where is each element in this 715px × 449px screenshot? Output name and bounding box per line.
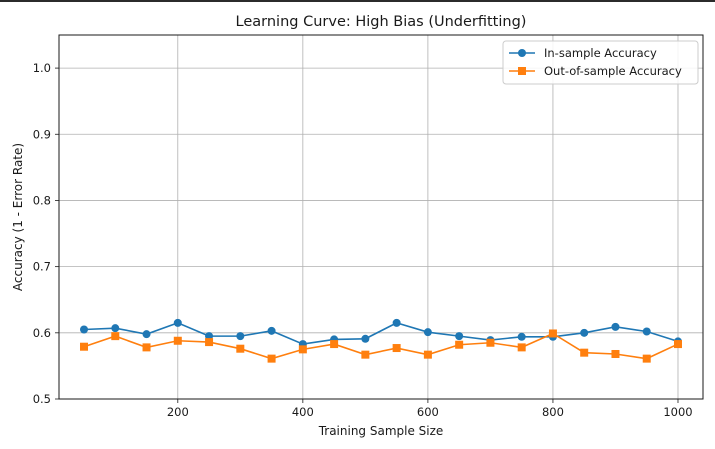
- data-point: [205, 338, 214, 347]
- x-axis-label: Training Sample Size: [318, 424, 444, 438]
- data-point: [173, 318, 182, 327]
- legend-label-out-of-sample: Out-of-sample Accuracy: [544, 64, 682, 78]
- data-point: [267, 326, 276, 335]
- plot-frame: [58, 34, 704, 400]
- data-point: [111, 324, 120, 333]
- data-point: [173, 336, 182, 345]
- data-point: [236, 344, 245, 353]
- data-point: [392, 344, 401, 353]
- y-tick-label: 0.6: [33, 326, 51, 340]
- x-tick-label: 600: [417, 405, 439, 419]
- y-axis-label: Accuracy (1 - Error Rate): [11, 143, 25, 291]
- x-tick-label: 800: [542, 405, 564, 419]
- data-point: [236, 332, 245, 341]
- data-point: [486, 338, 495, 347]
- legend-marker-out-of-sample: [518, 67, 526, 75]
- series-out-of-sample: [80, 329, 682, 363]
- data-point: [330, 340, 339, 349]
- data-point: [423, 350, 432, 359]
- legend: In-sample Accuracy Out-of-sample Accurac…: [502, 40, 699, 85]
- x-tick-label: 400: [292, 405, 314, 419]
- data-point: [80, 342, 89, 351]
- data-point: [611, 322, 620, 331]
- data-point: [361, 350, 370, 359]
- y-tick-label: 1.0: [33, 61, 51, 75]
- data-point: [517, 332, 526, 341]
- legend-label-in-sample: In-sample Accuracy: [544, 46, 657, 60]
- grid-lines: [59, 35, 703, 400]
- axis-ticks: 200 400 600 800 1000 0.5 0.6 0.7 0.8 0.9 1.0: [33, 61, 693, 419]
- y-tick-label: 0.9: [33, 127, 51, 141]
- data-point: [611, 349, 620, 358]
- data-point: [142, 330, 151, 339]
- data-point: [455, 340, 464, 349]
- data-point: [517, 343, 526, 352]
- series-line: [83, 332, 679, 360]
- data-point: [142, 343, 151, 352]
- data-point: [111, 332, 120, 341]
- data-point: [267, 354, 276, 363]
- chart-title: Learning Curve: High Bias (Underfitting): [236, 14, 527, 30]
- data-point: [392, 318, 401, 327]
- y-tick-label: 0.5: [33, 392, 51, 406]
- series-line: [83, 322, 679, 345]
- data-point: [642, 327, 651, 336]
- data-point: [80, 325, 89, 334]
- legend-marker-in-sample: [518, 49, 526, 57]
- x-tick-label: 1000: [663, 405, 692, 419]
- y-tick-label: 0.7: [33, 260, 51, 274]
- data-point: [455, 332, 464, 341]
- data-point: [580, 348, 589, 357]
- data-point: [673, 340, 682, 349]
- data-point: [423, 328, 432, 337]
- y-tick-label: 0.8: [33, 193, 51, 207]
- x-tick-label: 200: [167, 405, 189, 419]
- data-point: [361, 334, 370, 343]
- window-top-border: [0, 0, 715, 2]
- data-point: [548, 329, 557, 338]
- series-layer: [80, 318, 682, 363]
- legend-box: [502, 40, 699, 85]
- series-in-sample: [80, 318, 682, 349]
- data-point: [298, 345, 307, 354]
- data-point: [580, 328, 589, 337]
- data-point: [642, 354, 651, 363]
